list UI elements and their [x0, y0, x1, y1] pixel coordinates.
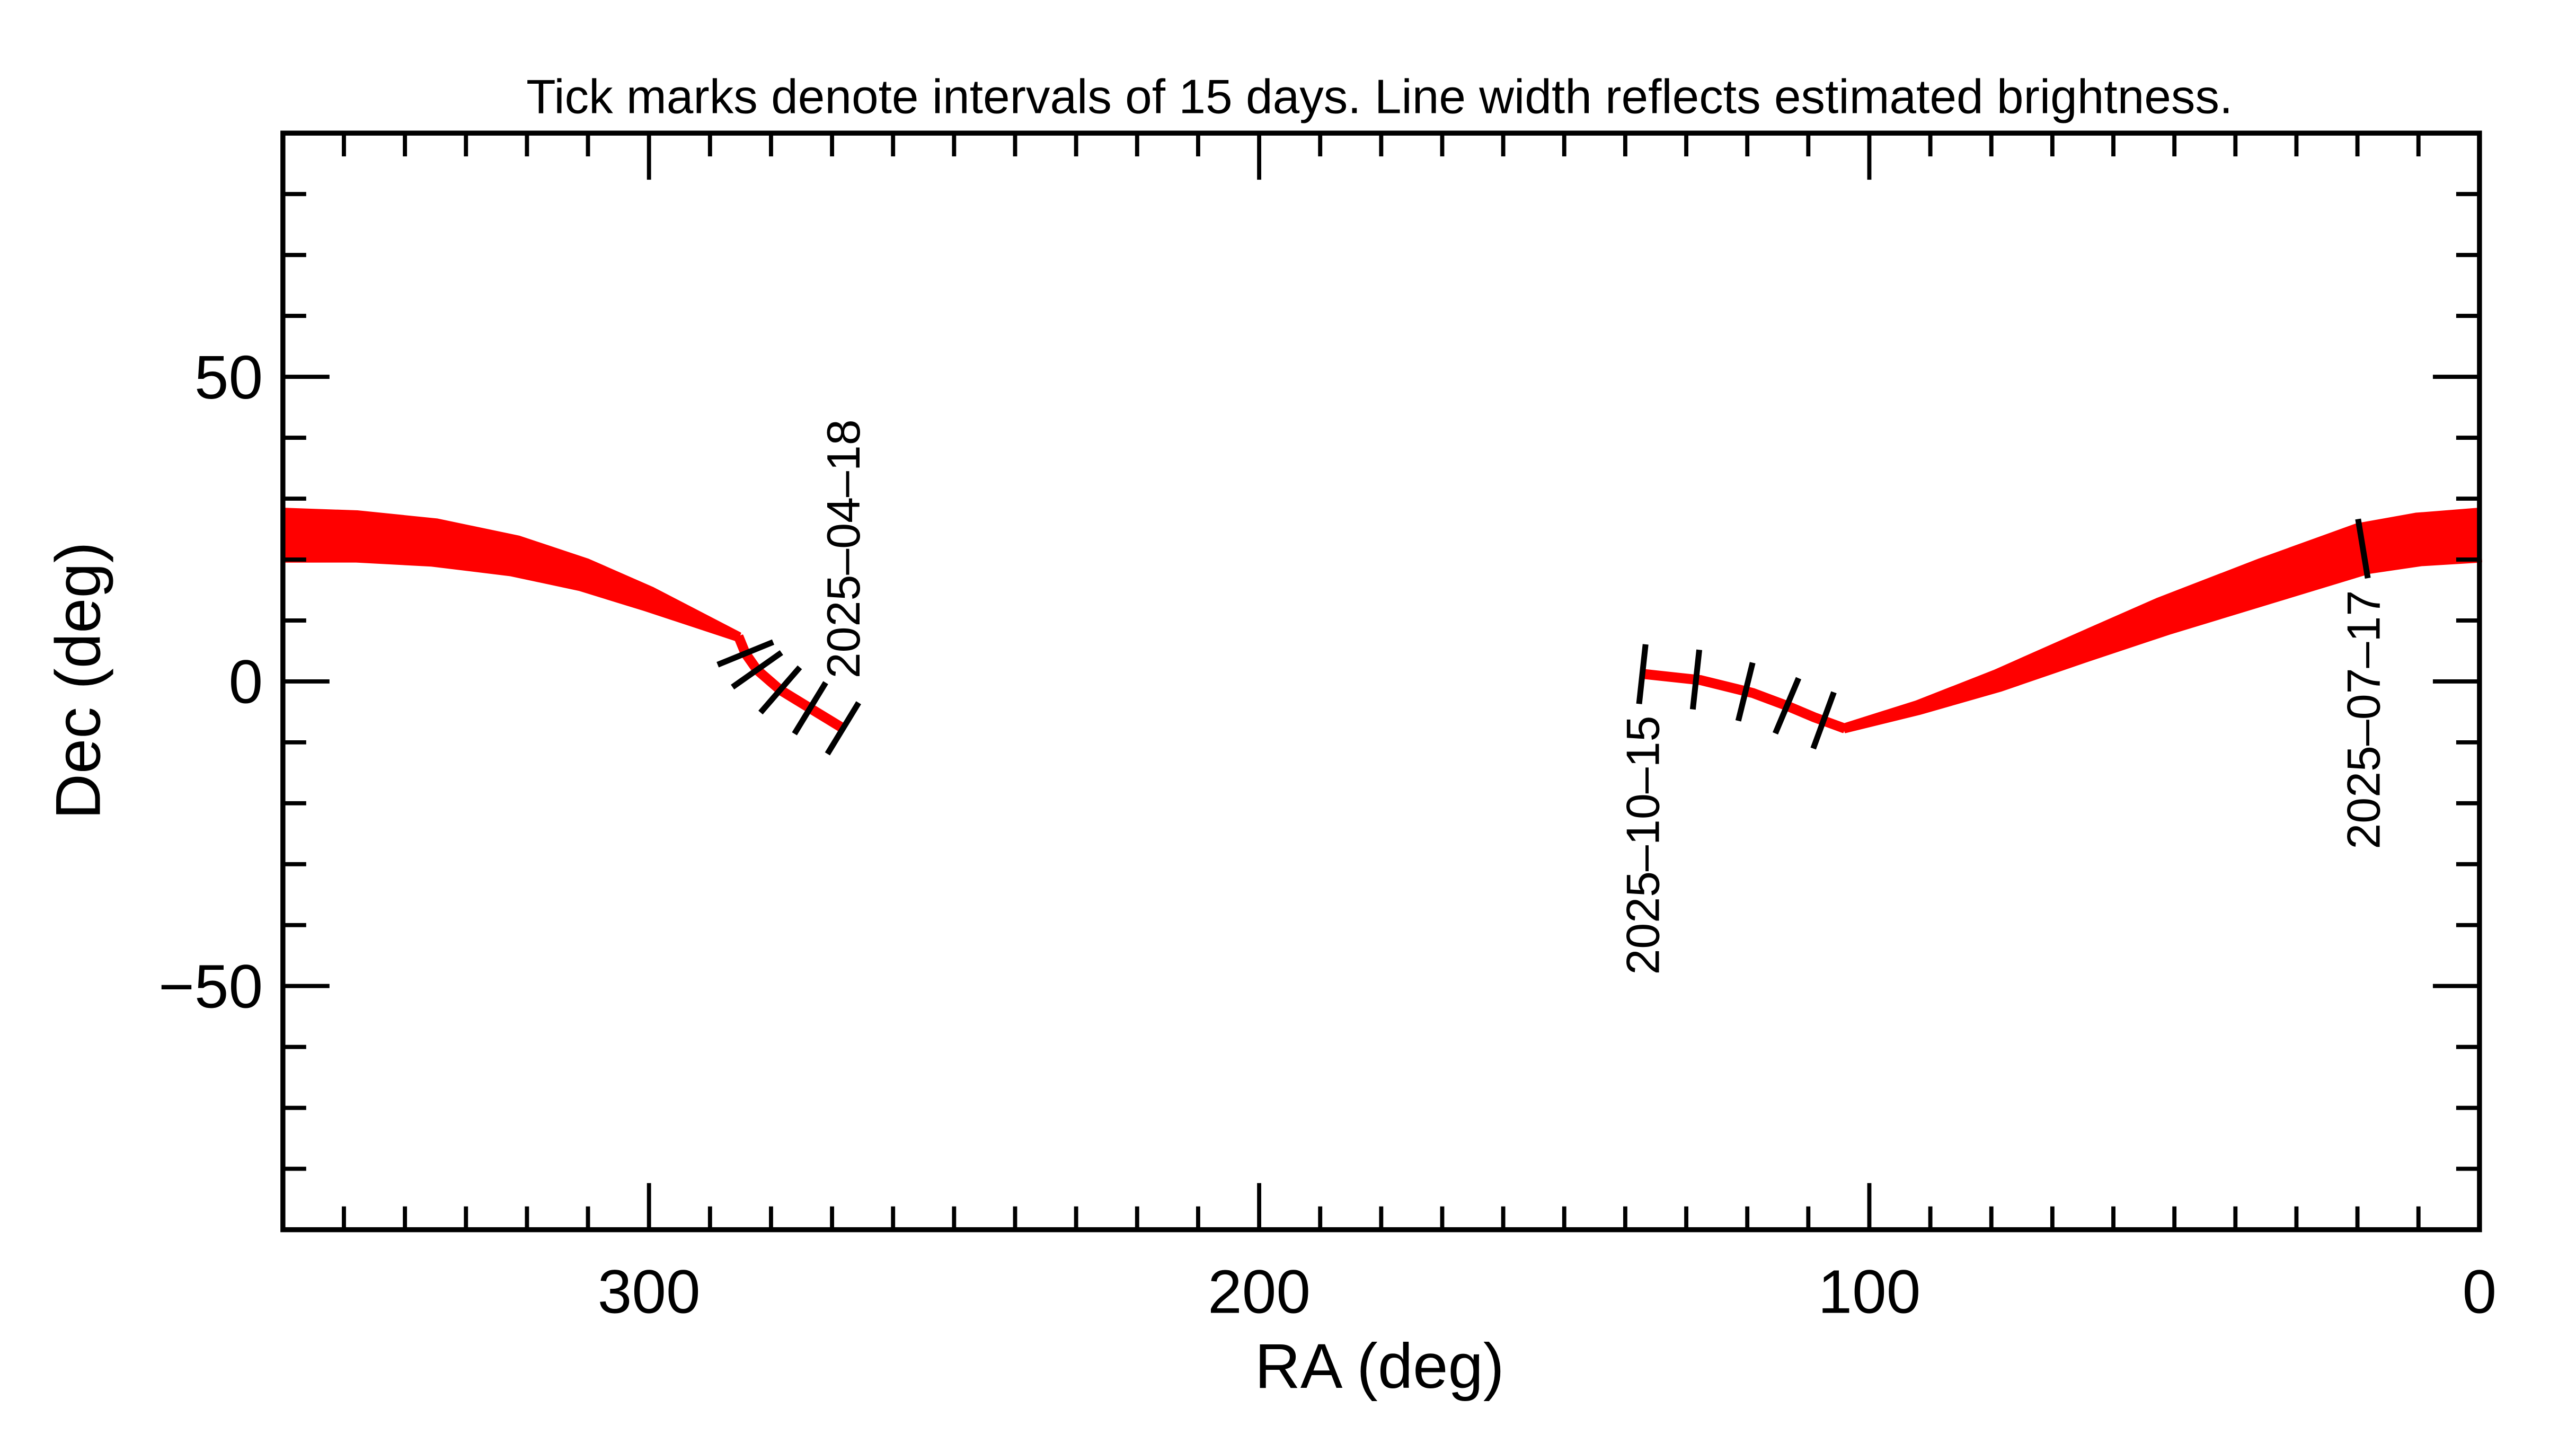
x-axis-label: RA (deg)	[1255, 1331, 1504, 1402]
interval-tick	[825, 701, 861, 756]
interval-tick	[758, 665, 802, 715]
plot-frame	[280, 130, 2482, 1233]
interval-tick	[1735, 662, 1756, 722]
date-label: 2025–04–18	[817, 419, 870, 678]
y-tick-label: −50	[158, 952, 263, 1021]
interval-tick	[1636, 644, 1649, 704]
y-axis-label: Dec (deg)	[43, 542, 113, 819]
x-tick-label: 300	[598, 1257, 701, 1326]
interval-tick	[1773, 677, 1802, 735]
interval-tick-group	[716, 518, 2371, 756]
date-label: 2025–10–15	[1617, 716, 1669, 975]
interval-tick	[792, 681, 828, 736]
interval-tick	[716, 639, 775, 668]
axes-group: 300 200 100 0 50 0 −50	[158, 131, 2497, 1326]
interval-tick	[731, 650, 783, 690]
track-group	[281, 508, 2482, 733]
track-segment-1	[281, 508, 741, 642]
x-tick-label: 0	[2463, 1257, 2497, 1326]
y-tick-label: 0	[229, 648, 263, 716]
y-tick-label: 50	[194, 343, 263, 412]
interval-tick	[1689, 649, 1703, 710]
interval-tick	[1810, 691, 1837, 750]
x-tick-label: 100	[1818, 1257, 1921, 1326]
x-tick-label: 200	[1208, 1257, 1311, 1326]
chart-title: Tick marks denote intervals of 15 days. …	[526, 70, 2233, 124]
date-label: 2025–07–17	[2337, 590, 2389, 849]
date-label-group: 2025–04–18 2025–07–17 2025–10–15	[817, 419, 2389, 975]
interval-tick	[2355, 518, 2371, 579]
